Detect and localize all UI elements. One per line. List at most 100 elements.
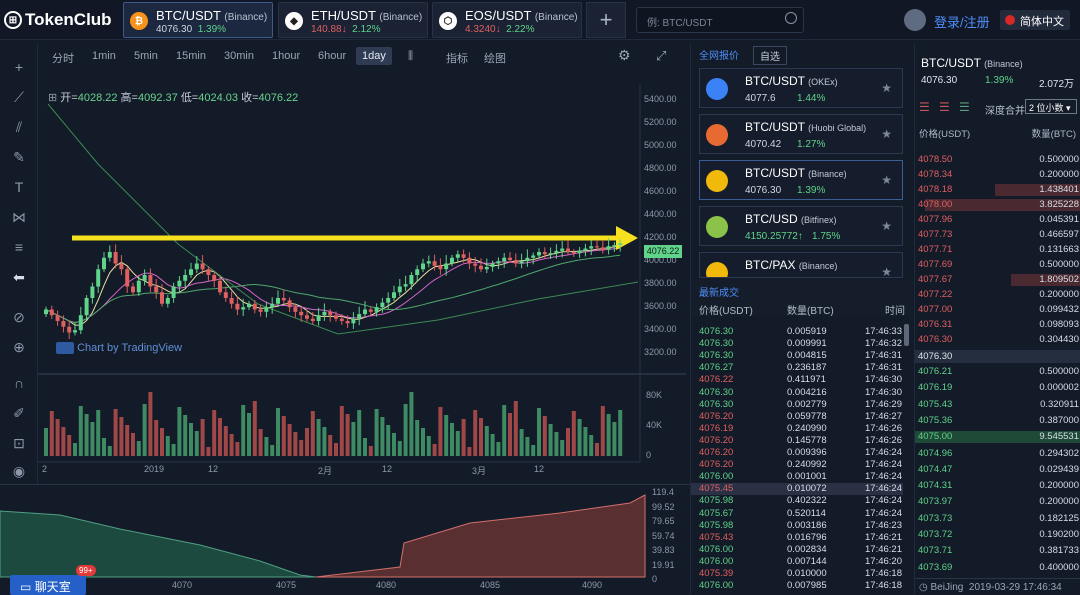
volume-bar	[131, 433, 135, 456]
ask-row[interactable]: 4076.30 0.304430	[915, 334, 1080, 346]
login-register-link[interactable]: 登录/注册	[934, 15, 990, 30]
ask-row[interactable]: 4077.96 0.045391	[915, 214, 1080, 226]
timeframe-5min[interactable]: 5min	[134, 50, 158, 62]
tab-btc-usdt[interactable]: ₿ BTC/USDT (Binance) 4076.30 1.39%	[123, 2, 273, 38]
trade-time: 17:46:26	[865, 422, 902, 434]
candle-body	[136, 280, 141, 293]
favorite-star-icon[interactable]: ★	[881, 219, 892, 233]
timeframe-realtime[interactable]: 分时	[52, 53, 74, 65]
bid-row[interactable]: 4075.43 0.320911	[915, 399, 1080, 411]
parallel-lines-icon[interactable]: ⫽	[15, 119, 23, 135]
candle-body	[612, 245, 617, 247]
candle-body	[363, 309, 367, 315]
ask-row[interactable]: 4078.00 3.825228	[915, 199, 1080, 211]
timeframe-1hour[interactable]: 1hour	[272, 50, 301, 62]
candle-body	[548, 253, 553, 255]
candle-type-icon[interactable]: ⫼	[408, 50, 414, 62]
chat-room-button[interactable]: ▭ 聊天室	[10, 575, 86, 595]
bid-row[interactable]: 4073.73 0.182125	[915, 513, 1080, 525]
ask-row[interactable]: 4077.67 1.809502	[915, 274, 1080, 286]
bid-row[interactable]: 4073.71 0.381733	[915, 545, 1080, 557]
indicators-button[interactable]: 指标	[446, 53, 468, 65]
crosshair-icon[interactable]: +	[14, 59, 24, 75]
pattern-icon[interactable]: ⋈	[12, 209, 26, 225]
favorite-star-icon[interactable]: ★	[881, 173, 892, 187]
ask-row[interactable]: 4078.18 1.438401	[915, 184, 1080, 196]
tokenclub-logo[interactable]: ⊞ TokenClub	[4, 8, 112, 32]
trade-time: 17:46:30	[865, 374, 902, 386]
magnet-icon[interactable]: ∩	[13, 375, 25, 391]
tab-eos-usdt[interactable]: ⬡ EOS/USDT (Binance) 4.3240↓ 2.22%	[432, 2, 582, 38]
pencil-icon[interactable]: ✎	[13, 149, 25, 165]
user-avatar-icon[interactable]	[904, 9, 926, 31]
language-selector[interactable]: 简体中文	[1000, 10, 1070, 30]
bid-row[interactable]: 4074.96 0.294302	[915, 448, 1080, 460]
bid-row[interactable]: 4073.72 0.190200	[915, 529, 1080, 541]
search-icon[interactable]	[785, 12, 797, 24]
favorite-star-icon[interactable]: ★	[881, 81, 892, 95]
ask-row[interactable]: 4077.69 0.500000	[915, 259, 1080, 271]
decimals-select[interactable]: 2 位小数 ▾	[1025, 99, 1077, 114]
trade-price: 4076.00	[699, 471, 734, 483]
arrow-left-icon[interactable]: ⬅	[13, 269, 25, 285]
trades-scrollbar[interactable]	[904, 324, 909, 346]
lock-icon[interactable]: ⊡	[13, 435, 25, 451]
trend-line-icon[interactable]: ⟋	[14, 89, 24, 105]
tab-eth-usdt[interactable]: ◆ ETH/USDT (Binance) 140.88↓ 2.12%	[278, 2, 428, 38]
candle-body	[571, 252, 576, 254]
ask-row[interactable]: 4077.00 0.099432	[915, 304, 1080, 316]
favorite-star-icon[interactable]: ★	[881, 127, 892, 141]
ask-row[interactable]: 4077.22 0.200000	[915, 289, 1080, 301]
eye-icon[interactable]: ◉	[12, 463, 26, 479]
text-tool-icon[interactable]: T	[14, 179, 24, 195]
candle-body	[403, 284, 408, 287]
exchange-card[interactable]: BTC/USDT (Binance) 4076.30 1.39% ★	[699, 160, 903, 200]
ask-row[interactable]: 4078.34 0.200000	[915, 169, 1080, 181]
ask-row[interactable]: 4077.73 0.466597	[915, 229, 1080, 241]
exchange-card[interactable]: BTC/PAX (Binance) ★	[699, 252, 903, 278]
bid-row[interactable]: 4074.31 0.200000	[915, 480, 1080, 492]
settings-gear-icon[interactable]: ⚙	[618, 47, 631, 63]
add-tab-button[interactable]: +	[586, 2, 626, 38]
ask-row[interactable]: 4076.31 0.098093	[915, 319, 1080, 331]
volume-bar	[96, 410, 101, 456]
ohlc-toggle-icon[interactable]: ⊞	[48, 92, 58, 104]
timeframe-30min[interactable]: 30min	[224, 50, 254, 62]
trade-amount: 0.010072	[787, 483, 827, 495]
bid-row[interactable]: 4075.00 9.545531	[915, 431, 1080, 444]
bid-row[interactable]: 4076.19 0.000002	[915, 382, 1080, 394]
timeframe-1min[interactable]: 1min	[92, 50, 116, 62]
exchange-card[interactable]: BTC/USD (Bitfinex) 4150.25772↑ 1.75% ★	[699, 206, 903, 246]
favorite-star-icon[interactable]: ★	[881, 265, 892, 278]
bid-row[interactable]: 4073.97 0.200000	[915, 496, 1080, 508]
bid-row[interactable]: 4073.69 0.400000	[915, 562, 1080, 574]
ask-row[interactable]: 4078.50 0.500000	[915, 154, 1080, 166]
timeframe-15min[interactable]: 15min	[176, 50, 206, 62]
volume-bar	[519, 429, 524, 456]
ask-row[interactable]: 4077.71 0.131663	[915, 244, 1080, 256]
ask-price: 4077.71	[918, 244, 953, 255]
exchange-card[interactable]: BTC/USDT (OKEx) 4077.6 1.44% ★	[699, 68, 903, 108]
timeframe-1day[interactable]: 1day	[356, 47, 392, 65]
view-both-icon[interactable]: ☰	[919, 100, 930, 114]
tab-all-quotes[interactable]: 全网报价	[699, 51, 739, 62]
view-asks-icon[interactable]: ☰	[939, 100, 950, 114]
volume-bar	[334, 443, 338, 456]
bid-row[interactable]: 4074.47 0.029439	[915, 464, 1080, 476]
timeframe-6hour[interactable]: 6hour	[318, 50, 347, 62]
fib-levels-icon[interactable]: ≡	[14, 239, 24, 255]
search-input[interactable]: 例: BTC/USDT	[636, 7, 804, 33]
volume-bar	[247, 413, 251, 456]
trade-time: 17:46:31	[865, 362, 902, 374]
tab-favorites[interactable]: 自选	[753, 46, 787, 65]
fullscreen-icon[interactable]: ⤢	[656, 48, 667, 63]
draw-button[interactable]: 绘图	[484, 53, 506, 65]
ruler-icon[interactable]: ⊘	[13, 309, 25, 325]
bid-row[interactable]: 4076.21 0.500000	[915, 366, 1080, 378]
view-bids-icon[interactable]: ☰	[959, 100, 970, 114]
lock-drawing-icon[interactable]: ✐	[13, 405, 25, 421]
bid-row[interactable]: 4075.36 0.387000	[915, 415, 1080, 427]
zoom-in-icon[interactable]: ⊕	[13, 339, 25, 355]
exchange-card[interactable]: BTC/USDT (Huobi Global) 4070.42 1.27% ★	[699, 114, 903, 154]
candle-body	[293, 307, 298, 312]
